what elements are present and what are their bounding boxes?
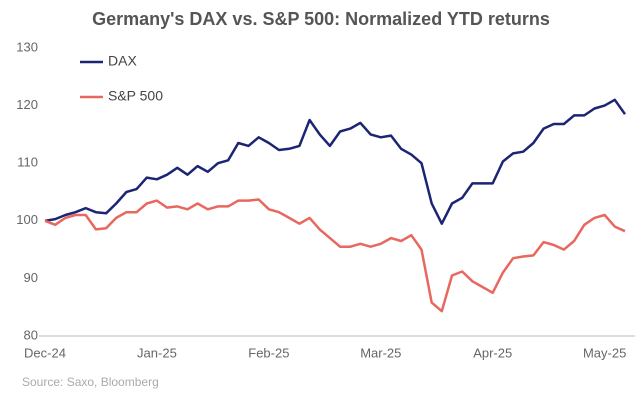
x-tick-label: May-25	[583, 345, 626, 360]
chart-title: Germany's DAX vs. S&P 500: Normalized YT…	[92, 9, 550, 29]
y-tick-label: 120	[16, 97, 38, 112]
x-tick-label: Dec-24	[24, 345, 66, 360]
source-note: Source: Saxo, Bloomberg	[22, 375, 159, 389]
x-tick-label: Mar-25	[360, 345, 401, 360]
y-tick-label: 100	[16, 212, 38, 227]
legend-label: DAX	[108, 53, 137, 69]
x-tick-label: Jan-25	[137, 345, 177, 360]
y-tick-label: 90	[24, 270, 38, 285]
series-line	[44, 98, 627, 225]
x-tick-label: Apr-25	[473, 345, 512, 360]
x-tick-label: Feb-25	[248, 345, 289, 360]
legend-label: S&P 500	[108, 88, 163, 104]
y-tick-label: 110	[17, 155, 38, 170]
series-line	[44, 198, 626, 313]
y-tick-label: 130	[16, 39, 38, 54]
y-tick-label: 80	[24, 327, 38, 342]
